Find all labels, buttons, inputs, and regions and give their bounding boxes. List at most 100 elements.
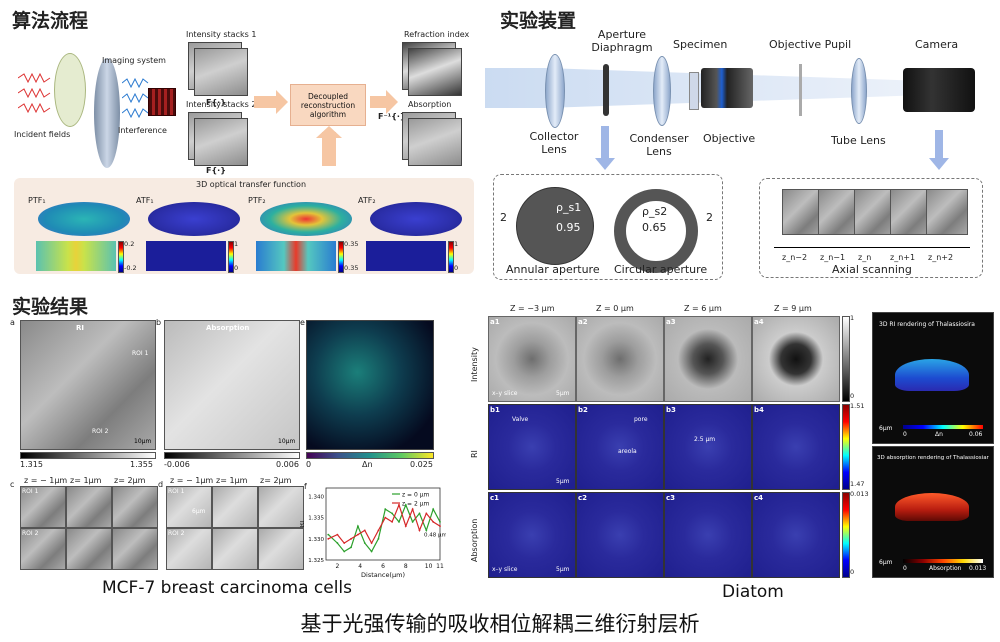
diatom-a3: [664, 316, 752, 402]
panel-e-cbar: [306, 452, 434, 459]
series-0-point: [384, 508, 387, 511]
id-c3: c3: [666, 494, 676, 502]
series-1-point: [336, 533, 339, 536]
row-label-ri: RI: [470, 450, 479, 458]
x-tick-label: 8: [404, 563, 408, 570]
series-0-point: [411, 520, 414, 523]
otf-ptf1-slice: [36, 241, 116, 271]
b-pore-label: pore: [634, 416, 648, 423]
camera-sensor-icon: [148, 88, 176, 116]
otf-atf1-slice: [146, 241, 226, 271]
circular-aperture-label: Circular aperture: [614, 263, 708, 276]
panel-d-z2: z= 1μm: [216, 476, 248, 485]
diatom-panel: Z = −3 μm Z = 0 μm Z = 6 μm Z = 9 μm Int…: [468, 300, 1000, 606]
panel-b-label: b: [156, 318, 162, 327]
aperture-diaphragm-label: Aperture Diaphragm: [591, 28, 653, 54]
stacks2-image-2: [194, 118, 248, 166]
cbar-ri: [842, 404, 850, 490]
panel-d-roi1-z3: [258, 486, 304, 528]
panel-c-roi2-z2: [66, 528, 112, 570]
annular-val-label: 0.95: [556, 221, 581, 234]
mcf7-panel: a RI ROI 1 ROI 2 10μm 1.315 1.355 b Abso…: [10, 316, 450, 606]
aperture-box: 2 ρ_s1 0.95 ρ_s2 0.65 2 Annular aperture…: [493, 174, 723, 280]
circular-dim: 2: [706, 211, 713, 224]
panel-a-roi2: ROI 2: [92, 428, 109, 435]
panel-e-3d-image: [306, 320, 434, 450]
collector-lens: [545, 54, 565, 128]
series-0-point: [398, 520, 400, 523]
series-1-point: [398, 504, 400, 506]
panel-d-roi2-z2: [212, 528, 258, 570]
diatom-a4: [752, 316, 840, 402]
a-xy-slice: x–y slice: [492, 390, 518, 397]
diatom-a2: [576, 316, 664, 402]
annular-aperture-label: Annular aperture: [506, 263, 600, 276]
otf-atf1-surface: [148, 202, 240, 236]
diatom-z-head-2: Z = 0 μm: [596, 304, 634, 313]
panel-d-roi1-tag: ROI 1: [168, 488, 185, 495]
panel-c-z2: z= 1μm: [70, 476, 102, 485]
otf-cbar-3: [338, 241, 344, 273]
diatom-c3: [664, 492, 752, 578]
inverse-fourier-label: F⁻¹{·}: [378, 112, 406, 121]
scan-frame-3: [854, 189, 896, 235]
objective-lens: [701, 68, 753, 108]
otf-cbar-1: [118, 241, 124, 273]
camera-label: Camera: [915, 38, 959, 51]
diatom-a1: [488, 316, 576, 402]
tube-lens: [851, 58, 867, 124]
panel-b-cbar-max: 0.006: [276, 460, 299, 469]
b-valve-label: Valve: [512, 416, 529, 423]
cbar-intensity: [842, 316, 850, 402]
incident-fields-label: Incident fields: [14, 130, 71, 139]
panel-a-ri-label: RI: [76, 324, 84, 332]
cbar-abs-max: 0.013: [850, 490, 869, 498]
panel-d-roi2-z1: [166, 528, 212, 570]
section-title-algorithm: 算法流程: [12, 10, 89, 32]
stacks1-label: Intensity stacks 1: [186, 30, 257, 39]
series-0-point: [343, 550, 346, 553]
main-title: 基于光强传输的吸收相位解耦三维衍射层析: [300, 612, 700, 636]
y-tick-label: 1.335: [308, 516, 324, 522]
otf-cbar-2-max: 1: [234, 240, 239, 248]
arrow-from-otf: [322, 132, 336, 166]
panel-c-z1: z = − 1μm: [24, 476, 68, 485]
y-tick-label: 1.340: [308, 494, 324, 500]
series-1-point: [432, 520, 435, 523]
panel-e-cbar-max: 0.025: [410, 460, 433, 469]
cbar-ri-max: 1.51: [850, 402, 865, 410]
y-tick-label: 1.325: [308, 558, 324, 564]
series-1-point: [370, 542, 373, 544]
render-abs-cbar-min: 0: [903, 565, 907, 572]
stacks2-label: Intensity stacks 2: [186, 100, 257, 109]
objective-pupil: [799, 64, 802, 116]
circular-rho-label: ρ_s2: [642, 205, 668, 218]
scan-axis: [774, 247, 970, 248]
render-ri-cbar-mid: Δn: [935, 431, 943, 438]
render-ri-title: 3D RI rendering of Thalassiosira: [879, 321, 975, 328]
panel-d-roi1-z1: [166, 486, 212, 528]
id-a2: a2: [578, 318, 588, 326]
otf-ptf2-slice: [256, 241, 336, 271]
series-1-point: [327, 537, 330, 540]
id-c1: c1: [490, 494, 500, 502]
render-abs-panel: 3D absorption rendering of Thalassiosiar…: [872, 446, 994, 578]
panel-f-label: f: [304, 482, 307, 491]
diatom-c4: [752, 492, 840, 578]
legend-label-1: z = 2 μm: [402, 501, 430, 508]
camera-arrow-head-icon: [929, 158, 949, 170]
diatom-b2: [576, 404, 664, 490]
axial-scanning-box: z_n−2 z_n−1 z_n z_n+1 z_n+2 Axial scanni…: [759, 178, 983, 278]
series-1-point: [384, 516, 387, 519]
specimen-ellipse: [54, 53, 86, 127]
z-label-n: z_n: [858, 253, 872, 262]
row-label-intensity: Intensity: [470, 347, 479, 382]
panel-c-label: c: [10, 480, 15, 489]
axial-scanning-label: Axial scanning: [832, 263, 912, 276]
panel-e-label: e: [300, 318, 305, 327]
series-1-point: [439, 525, 441, 528]
diatom-b1: [488, 404, 576, 490]
z-label-n+1: z_n+1: [890, 253, 916, 262]
panel-a-roi1: ROI 1: [132, 350, 149, 357]
series-0-point: [425, 529, 428, 532]
